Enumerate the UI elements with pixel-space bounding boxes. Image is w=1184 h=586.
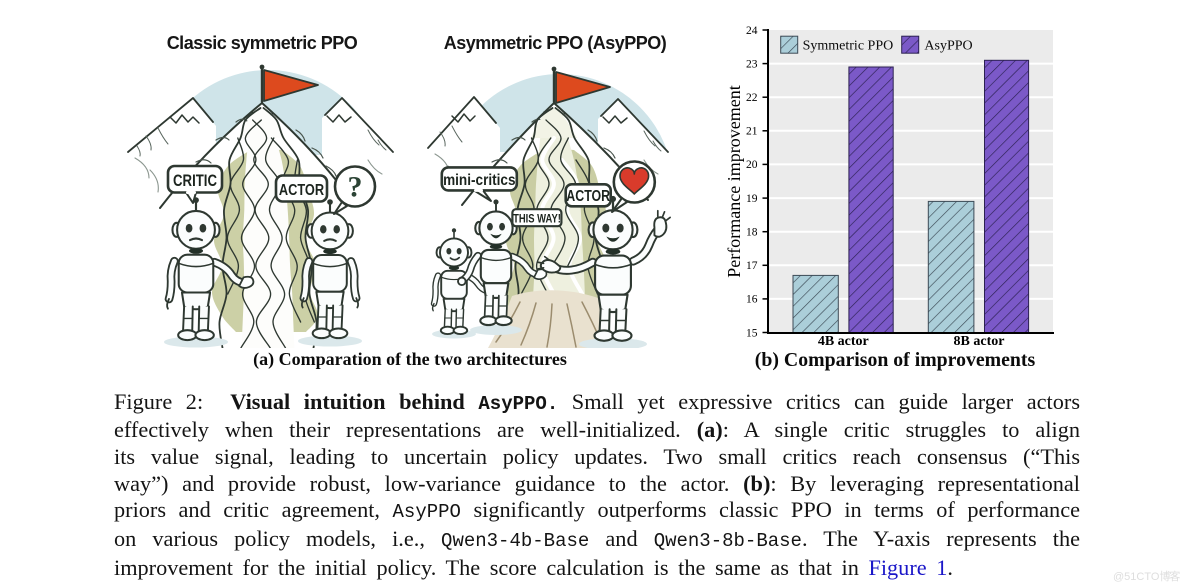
svg-text:4B actor: 4B actor <box>818 334 869 349</box>
svg-text:24: 24 <box>746 25 758 37</box>
svg-text:mini-critics: mini-critics <box>443 172 515 189</box>
svg-text:21: 21 <box>746 126 758 138</box>
svg-text:?: ? <box>348 171 363 204</box>
svg-text:AsyPPO: AsyPPO <box>924 39 972 54</box>
svg-text:22: 22 <box>746 92 758 104</box>
svg-text:18: 18 <box>746 227 758 239</box>
svg-text:ACTOR: ACTOR <box>566 187 610 205</box>
svg-text:16: 16 <box>746 294 758 306</box>
svg-text:15: 15 <box>746 327 758 339</box>
svg-text:Symmetric PPO: Symmetric PPO <box>803 39 894 54</box>
svg-text:CRITIC: CRITIC <box>173 172 217 191</box>
svg-text:17: 17 <box>746 260 758 272</box>
svg-text:8B actor: 8B actor <box>954 334 1005 349</box>
svg-text:19: 19 <box>746 193 758 205</box>
svg-text:20: 20 <box>746 159 758 171</box>
svg-text:ACTOR: ACTOR <box>279 182 325 200</box>
svg-text:23: 23 <box>746 58 758 70</box>
svg-text:THIS WAY!: THIS WAY! <box>513 213 561 226</box>
svg-text:Performance improvement: Performance improvement <box>724 85 744 277</box>
